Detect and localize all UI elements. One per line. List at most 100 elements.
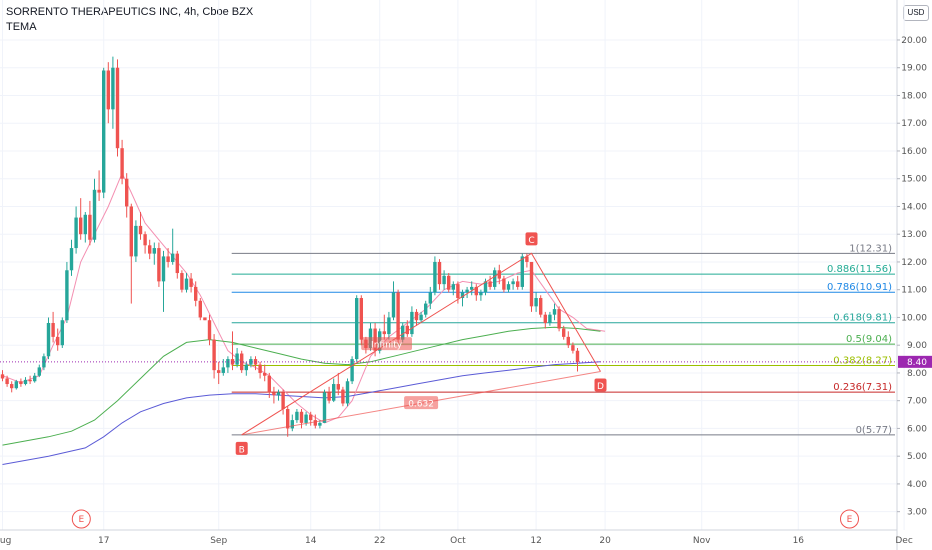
price-tick-label: 15.00 <box>901 175 927 185</box>
candle-body <box>355 298 359 360</box>
pattern-ratio-label: Infinity <box>371 341 403 351</box>
candle-body <box>543 314 547 323</box>
candle-body <box>115 67 120 149</box>
candle-body <box>497 270 501 279</box>
candle-body <box>304 414 308 423</box>
pattern-ratio-badge <box>404 396 439 410</box>
candle-body <box>148 245 152 254</box>
candle-body <box>88 214 92 240</box>
candle-body <box>129 206 133 257</box>
currency-badge[interactable]: USD <box>903 5 929 21</box>
candle-body <box>433 261 437 293</box>
candle-body <box>152 248 156 254</box>
price-tick-label: 3.00 <box>907 508 927 518</box>
candle-body <box>14 381 18 389</box>
candle-body <box>120 148 124 179</box>
price-tick-label: 18.00 <box>901 91 927 101</box>
candle-body <box>194 286 198 301</box>
candle-body <box>382 331 386 335</box>
candle-body <box>221 367 225 373</box>
candle-body <box>391 292 396 318</box>
time-tick-label: 20 <box>599 536 611 546</box>
candle-body <box>470 286 474 290</box>
candle-body <box>479 292 483 296</box>
price-tick-label: 7.00 <box>907 397 927 407</box>
price-tick-label: 19.00 <box>901 64 927 74</box>
candle-body <box>92 189 97 240</box>
candle-body <box>230 359 235 365</box>
candle-body <box>493 270 497 287</box>
candle-body <box>488 281 492 287</box>
candle-body <box>23 379 28 385</box>
candle-body <box>69 248 74 271</box>
candle-body <box>557 309 561 329</box>
time-tick-label: Nov <box>693 536 711 546</box>
pattern-point-label: D <box>597 382 604 392</box>
candle-body <box>506 284 511 290</box>
time-tick-label: 14 <box>305 536 317 546</box>
candle-body <box>309 414 313 421</box>
candle-body <box>138 225 143 235</box>
last-price-badge <box>898 355 932 368</box>
candle-body <box>322 392 327 423</box>
candle-body <box>447 275 451 290</box>
candle-body <box>60 320 64 346</box>
earnings-marker-label: E <box>78 515 84 525</box>
time-tick-label: 12 <box>530 536 541 546</box>
candle-body <box>428 292 432 304</box>
candle-body <box>295 411 299 421</box>
candle-body <box>539 298 543 315</box>
candle-body <box>562 328 566 337</box>
candle-body <box>281 392 285 410</box>
candle-body <box>235 353 239 365</box>
price-tick-label: 4.00 <box>907 480 927 490</box>
indicator-label[interactable]: TEMA <box>6 21 37 33</box>
candle-body <box>226 359 230 368</box>
candle-body <box>575 350 580 362</box>
earnings-marker <box>840 509 859 529</box>
candle-body <box>244 364 248 371</box>
moving-average-blue-line <box>2 361 601 465</box>
candle-body <box>460 292 465 299</box>
price-tick-label: 14.00 <box>901 202 927 212</box>
candle-body <box>313 420 317 426</box>
candle-body <box>46 322 51 357</box>
candle-body <box>37 367 41 376</box>
candle-body <box>134 225 138 257</box>
fib-level-label: 0.618(9.81) <box>833 313 892 324</box>
candle-body <box>552 309 557 315</box>
candle-body <box>502 278 506 290</box>
pattern-point-label: B <box>239 445 245 455</box>
candle-body <box>525 256 529 262</box>
candle-body <box>290 420 294 429</box>
pattern-leg-line <box>241 252 601 436</box>
candle-body <box>171 253 175 262</box>
pattern-ratio-badge <box>361 337 412 351</box>
pattern-point-badge <box>594 378 607 392</box>
candle-body <box>327 392 331 401</box>
fib-level-label: 0(5.77) <box>856 425 893 436</box>
candle-body <box>396 292 400 340</box>
price-tick-label: 20.00 <box>901 36 927 46</box>
candle-body <box>474 286 478 296</box>
time-tick-label: Aug <box>0 536 11 546</box>
candle-body <box>336 384 340 390</box>
price-tick-label: 9.00 <box>907 341 927 351</box>
candle-body <box>79 217 83 235</box>
pattern-ratio-label: 0.632 <box>408 400 434 410</box>
candle-body <box>189 278 193 287</box>
candle-body <box>529 261 534 307</box>
time-tick-label: 22 <box>374 536 385 546</box>
price-tick-label: 17.00 <box>901 119 927 129</box>
candle-body <box>276 392 281 396</box>
candle-body <box>97 189 101 193</box>
candle-body <box>483 281 488 293</box>
last-price-label: 8.40 <box>907 358 927 368</box>
fib-level-label: 0.786(10.91) <box>827 282 892 293</box>
candle-body <box>28 379 32 382</box>
earnings-marker-label: E <box>847 515 853 525</box>
candle-body <box>272 392 276 396</box>
fib-level-label: 0.382(8.27) <box>833 355 892 366</box>
time-tick-label: Dec <box>895 536 912 546</box>
